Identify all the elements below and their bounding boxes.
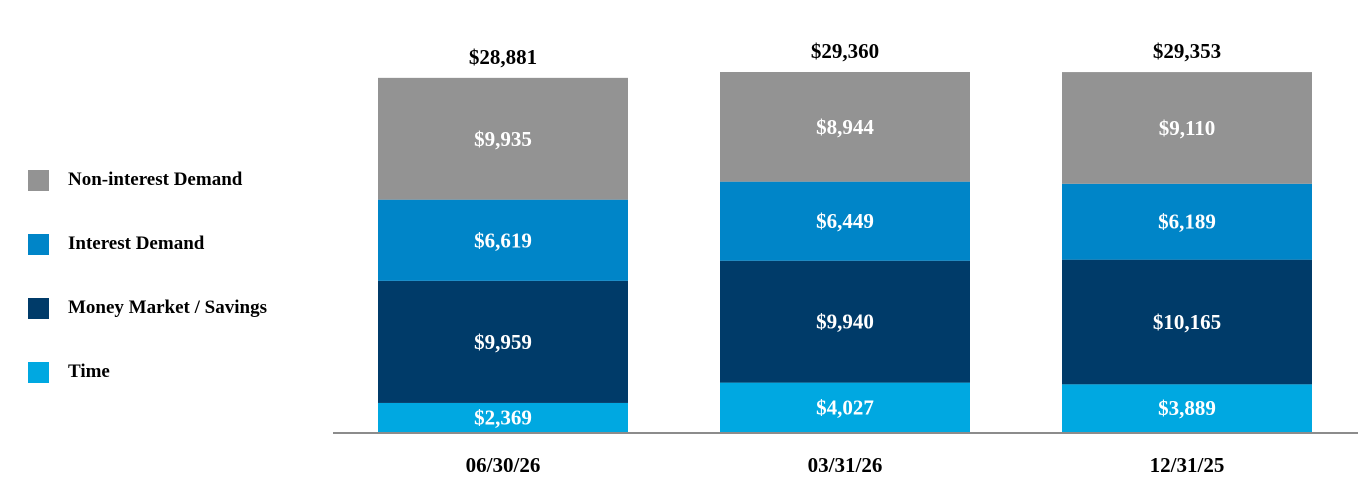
data-label: $6,619	[474, 228, 532, 252]
legend-swatch-interest-demand	[28, 233, 49, 255]
bar-segment-interest-demand	[1062, 183, 1312, 260]
bar-segment-interest-demand	[720, 181, 970, 261]
legend-item-time: Time	[28, 360, 267, 384]
legend-swatch-time	[28, 361, 49, 383]
bar-segment-money-market-savings	[378, 280, 628, 403]
bar-segment-non-interest-demand	[1062, 72, 1312, 184]
chart-legend: Non-interest Demand Interest Demand Mone…	[28, 168, 267, 384]
legend-label: Non-interest Demand	[68, 169, 243, 190]
bar-segment-time	[1062, 384, 1312, 432]
data-label: $10,165	[1153, 310, 1221, 334]
total-label: $29,360	[811, 39, 879, 63]
data-label: $6,189	[1158, 210, 1216, 234]
data-label: $9,940	[816, 310, 874, 334]
legend-label: Money Market / Savings	[68, 297, 267, 318]
data-label: $2,369	[474, 405, 532, 429]
data-label: $6,449	[816, 209, 874, 233]
legend-item-interest-demand: Interest Demand	[28, 232, 267, 256]
legend-label: Interest Demand	[68, 233, 205, 254]
bar-segment-non-interest-demand	[378, 77, 628, 200]
data-label: $3,889	[1158, 396, 1216, 420]
bar-segment-time	[720, 382, 970, 432]
data-label: $9,935	[474, 127, 532, 151]
x-tick-label: 03/31/26	[808, 453, 883, 477]
data-label: $9,110	[1159, 116, 1216, 140]
data-label: $8,944	[816, 115, 874, 139]
bar-segment-time	[378, 402, 628, 432]
x-tick-label: 06/30/26	[466, 453, 541, 477]
legend-item-money-market-savings: Money Market / Savings	[28, 296, 267, 320]
legend-label: Time	[68, 361, 110, 382]
legend-item-non-interest-demand: Non-interest Demand	[28, 168, 267, 192]
data-label: $4,027	[816, 395, 874, 419]
bar-segment-money-market-savings	[1062, 259, 1312, 385]
bar-segment-money-market-savings	[720, 260, 970, 383]
legend-swatch-non-interest-demand	[28, 169, 49, 191]
data-label: $9,959	[474, 330, 532, 354]
x-tick-label: 12/31/25	[1150, 453, 1225, 477]
bar-segment-non-interest-demand	[720, 72, 970, 182]
legend-swatch-money-market-savings	[28, 297, 49, 319]
bar-segment-interest-demand	[378, 199, 628, 281]
total-label: $28,881	[469, 45, 537, 69]
total-label: $29,353	[1153, 39, 1221, 63]
